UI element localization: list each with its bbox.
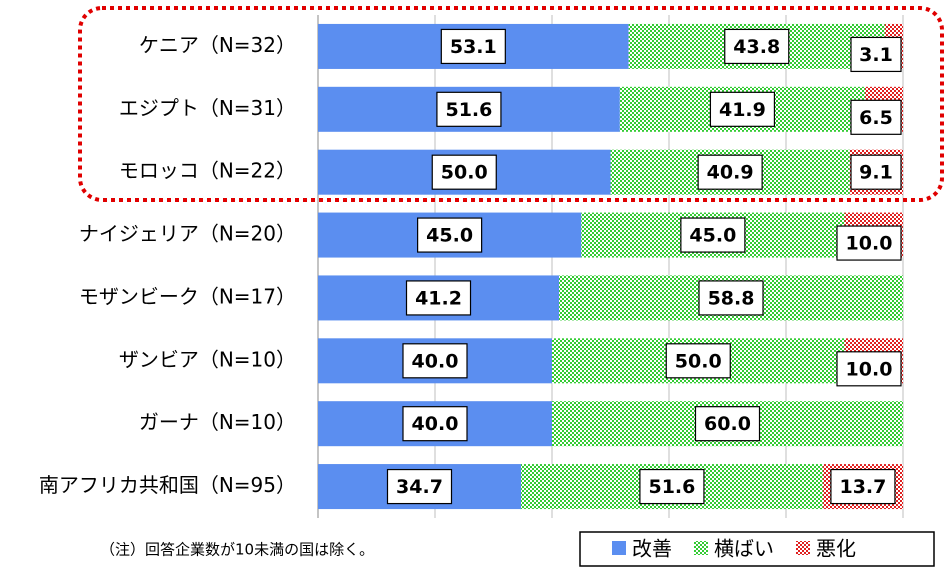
category-label: ガーナ（N=10） — [139, 410, 296, 434]
value-label: 10.0 — [846, 358, 893, 380]
value-label: 51.6 — [648, 476, 695, 498]
label-box — [836, 351, 902, 387]
legend-swatch — [796, 541, 810, 555]
label-box — [709, 91, 776, 127]
value-label: 60.0 — [704, 413, 751, 435]
label-box — [639, 468, 705, 505]
legend-label: 横ばい — [714, 537, 774, 561]
value-label: 6.5 — [859, 107, 893, 129]
value-label: 40.0 — [412, 413, 459, 435]
label-box — [724, 28, 790, 65]
value-label: 13.7 — [839, 476, 886, 498]
category-label: ナイジェリア（N=20） — [79, 222, 296, 246]
value-label: 53.1 — [450, 36, 497, 58]
value-label: 50.0 — [441, 162, 488, 184]
label-box — [386, 468, 453, 505]
value-label: 45.0 — [426, 225, 473, 247]
label-box — [697, 154, 763, 190]
category-label: モザンビーク（N=17） — [79, 284, 296, 308]
label-box — [402, 406, 468, 442]
label-box — [402, 343, 468, 379]
label-box — [694, 406, 761, 442]
value-label: 45.0 — [689, 225, 736, 247]
label-box — [436, 91, 502, 127]
category-label: モロッコ（N=22） — [119, 159, 296, 183]
label-box — [850, 154, 902, 190]
label-box — [665, 343, 731, 379]
value-label: 40.9 — [707, 162, 754, 184]
label-box — [830, 468, 896, 505]
value-label: 3.1 — [859, 44, 893, 66]
category-label: ザンビア（N=10） — [119, 347, 296, 371]
label-box — [417, 217, 483, 253]
label-box — [836, 225, 902, 261]
legend-label: 改善 — [632, 537, 672, 561]
label-box — [850, 99, 902, 135]
value-label: 34.7 — [396, 476, 443, 498]
label-box — [431, 154, 497, 190]
category-label: 南アフリカ共和国（N=95） — [39, 473, 296, 497]
label-box — [680, 217, 746, 253]
value-label: 41.9 — [719, 99, 766, 121]
value-label: 10.0 — [846, 233, 893, 255]
legend-swatch — [694, 541, 708, 555]
legend-swatch — [612, 541, 626, 555]
category-label: ケニア（N=32） — [139, 33, 296, 57]
value-label: 51.6 — [445, 99, 492, 121]
note: （注）回答企業数が10未満の国は除く。 — [100, 541, 374, 559]
label-box — [850, 36, 902, 73]
value-label: 58.8 — [708, 287, 755, 309]
value-label: 43.8 — [733, 36, 780, 58]
value-label: 40.0 — [412, 350, 459, 372]
label-box — [440, 28, 506, 65]
label-box — [698, 280, 764, 316]
highlight-box — [78, 6, 944, 202]
label-box — [405, 280, 472, 316]
value-label: 9.1 — [859, 162, 893, 184]
legend-box — [579, 531, 935, 567]
value-label: 50.0 — [675, 350, 722, 372]
legend-label: 悪化 — [816, 537, 856, 561]
category-label: エジプト（N=31） — [119, 96, 296, 120]
value-label: 41.2 — [415, 287, 462, 309]
